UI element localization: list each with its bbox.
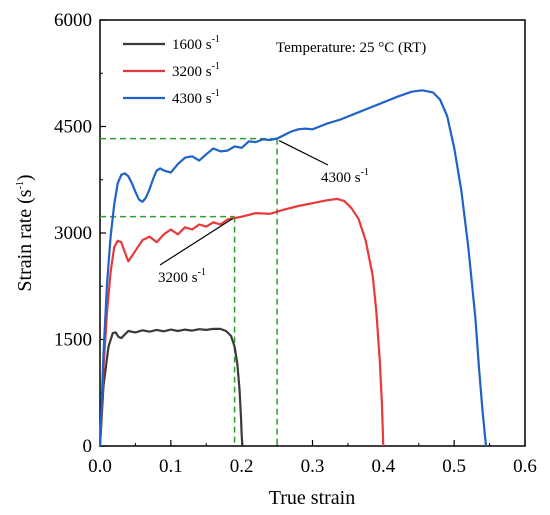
plot-frame bbox=[99, 19, 526, 447]
series-line-3 bbox=[98, 89, 488, 447]
y-axis-title: Strain rate (s-1) bbox=[14, 174, 36, 291]
x-tick-label: 0.3 bbox=[301, 456, 325, 477]
y-axis-title-tail: ) bbox=[14, 174, 36, 181]
x-tick-label: 0.1 bbox=[159, 456, 183, 477]
y-tick-label: 0 bbox=[83, 436, 93, 457]
callout-line-2 bbox=[278, 140, 329, 166]
callout-label-2: 4300 s-1 bbox=[321, 167, 369, 186]
y-tick-label: 1500 bbox=[54, 330, 92, 351]
x-axis-ticks: 0.0 0.1 0.2 0.3 0.4 0.5 0.6 bbox=[88, 440, 537, 477]
series-lines bbox=[98, 89, 488, 447]
y-tick-label: 6000 bbox=[54, 10, 92, 31]
legend-label-1: 1600 s-1 bbox=[172, 34, 220, 53]
legend-label-3: 4300 s-1 bbox=[172, 88, 220, 107]
callout-line-1 bbox=[159, 218, 233, 266]
series-line-2 bbox=[98, 197, 385, 447]
callouts: 3200 s-1 4300 s-1 bbox=[158, 140, 369, 286]
y-axis-title-main: Strain rate (s bbox=[14, 189, 36, 291]
callout-label-1: 3200 s-1 bbox=[158, 267, 206, 286]
x-axis-title: True strain bbox=[269, 487, 355, 509]
y-tick-label: 4500 bbox=[54, 117, 92, 138]
guide-lines bbox=[100, 137, 278, 446]
legend-label-2: 3200 s-1 bbox=[172, 61, 220, 80]
x-tick-label: 0.0 bbox=[88, 456, 112, 477]
series-line-1 bbox=[98, 327, 244, 447]
temperature-annotation: Temperature: 25 °C (RT) bbox=[276, 40, 426, 56]
x-tick-label: 0.6 bbox=[513, 456, 537, 477]
legend: 1600 s-1 3200 s-1 4300 s-1 bbox=[123, 34, 220, 107]
y-axis-title-sup: -1 bbox=[15, 181, 26, 189]
y-tick-label: 3000 bbox=[54, 223, 92, 244]
x-tick-label: 0.4 bbox=[371, 456, 395, 477]
y-axis-ticks: 0 1500 3000 4500 6000 bbox=[54, 10, 106, 457]
x-tick-label: 0.2 bbox=[230, 456, 254, 477]
x-tick-label: 0.5 bbox=[442, 456, 466, 477]
